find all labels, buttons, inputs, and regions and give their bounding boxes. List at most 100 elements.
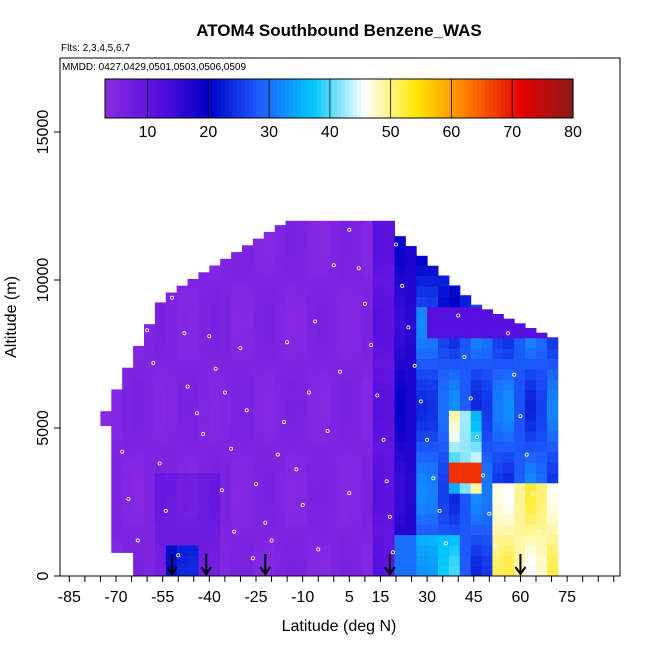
colorbar-segment <box>141 79 146 118</box>
heatmap-cell <box>144 544 156 556</box>
heatmap-cell <box>252 555 265 567</box>
heatmap-cell <box>176 482 189 494</box>
heatmap-cell <box>416 296 428 308</box>
heatmap-cell <box>154 493 167 504</box>
sample-point <box>213 366 218 371</box>
heatmap-cell <box>329 472 341 484</box>
heatmap-cell <box>252 534 265 546</box>
heatmap-cell <box>340 327 352 339</box>
sample-point <box>169 295 174 300</box>
heatmap-cell <box>340 254 352 266</box>
heatmap-cell <box>231 358 243 370</box>
heatmap-cell <box>525 431 537 442</box>
heatmap-cell <box>361 451 374 463</box>
heatmap-cell <box>187 296 199 308</box>
sample-point <box>474 434 479 439</box>
heatmap-cell <box>492 420 504 432</box>
heatmap-cell <box>329 306 341 318</box>
heatmap-cell <box>525 420 537 432</box>
colorbar-segment <box>201 79 206 118</box>
heatmap-cell <box>448 285 461 287</box>
heatmap-cell <box>274 399 287 411</box>
heatmap-cell <box>165 296 178 308</box>
heatmap-cell <box>329 275 341 287</box>
heatmap-cell <box>274 296 287 308</box>
colorbar-tick-label: 10 <box>139 124 157 141</box>
heatmap-cell <box>448 285 461 297</box>
heatmap-cell <box>416 482 428 494</box>
sample-point <box>499 292 504 297</box>
heatmap-cell <box>361 555 374 567</box>
heatmap-cell <box>231 317 243 328</box>
heatmap-cell <box>274 431 287 442</box>
heatmap-cell <box>263 244 276 256</box>
heatmap-cell <box>285 482 297 494</box>
heatmap-cell <box>394 317 406 328</box>
heatmap-cell <box>307 223 319 235</box>
heatmap-cell <box>340 220 352 225</box>
heatmap-cell <box>329 513 341 525</box>
heatmap-cell <box>187 317 199 328</box>
heatmap-cell <box>350 524 363 536</box>
heatmap-cell <box>405 306 417 318</box>
heatmap-cell <box>448 306 461 318</box>
heatmap-cell <box>427 337 439 349</box>
heatmap-cell <box>263 306 276 318</box>
heatmap-cell <box>459 295 472 297</box>
heatmap-cell <box>525 513 537 525</box>
heatmap-cell <box>318 337 330 349</box>
colorbar-segment <box>481 79 486 118</box>
heatmap-cell <box>296 451 308 463</box>
heatmap-cell <box>383 524 395 536</box>
heatmap-cell <box>448 441 461 453</box>
heatmap-cell <box>252 368 265 380</box>
heatmap-cell <box>122 510 134 522</box>
heatmap-cell <box>154 555 167 567</box>
heatmap-cell <box>220 296 232 308</box>
heatmap-cell <box>372 389 385 401</box>
heatmap-cell <box>231 431 243 442</box>
heatmap-cell <box>187 513 199 525</box>
heatmap-cell <box>503 524 515 536</box>
heatmap-cell <box>242 265 254 277</box>
heatmap-cell <box>416 389 428 401</box>
heatmap-cell <box>165 317 178 328</box>
heatmap-cell <box>470 565 483 576</box>
heatmap-cell <box>187 565 199 576</box>
heatmap-cell <box>198 368 210 380</box>
heatmap-cell <box>503 565 515 576</box>
heatmap-cell <box>263 555 276 567</box>
heatmap-cell <box>459 389 472 401</box>
heatmap-cell <box>350 275 363 287</box>
heatmap-cell <box>492 379 504 391</box>
heatmap-cell <box>318 389 330 401</box>
heatmap-cell <box>176 348 189 359</box>
heatmap-cell <box>514 462 526 473</box>
heatmap-cell <box>274 513 287 525</box>
heatmap-cell <box>318 420 330 432</box>
heatmap-cell <box>394 285 406 297</box>
heatmap-cell <box>394 472 406 484</box>
sample-point <box>129 307 134 312</box>
heatmap-cell <box>231 513 243 525</box>
heatmap-cell <box>427 431 439 442</box>
heatmap-cell <box>405 275 417 287</box>
heatmap-cell <box>383 306 395 318</box>
colorbar-segment <box>121 79 126 118</box>
heatmap-cell <box>242 327 254 339</box>
heatmap-cell <box>285 244 297 256</box>
heatmap-cell <box>416 275 428 287</box>
heatmap-cell <box>492 482 504 494</box>
heatmap-cell <box>525 399 537 411</box>
colorbar-segment <box>365 79 370 118</box>
heatmap-cell <box>187 337 199 349</box>
sample-point <box>269 538 274 543</box>
colorbar-segment <box>505 79 510 118</box>
heatmap-cell <box>416 368 428 380</box>
heatmap-cell <box>318 472 330 484</box>
heatmap-cell <box>503 410 515 422</box>
y-axis: 0 5000 10000 15000 <box>35 110 60 580</box>
heatmap-cell <box>427 513 439 525</box>
heatmap-cell <box>350 534 363 546</box>
heatmap-cell <box>154 482 167 494</box>
